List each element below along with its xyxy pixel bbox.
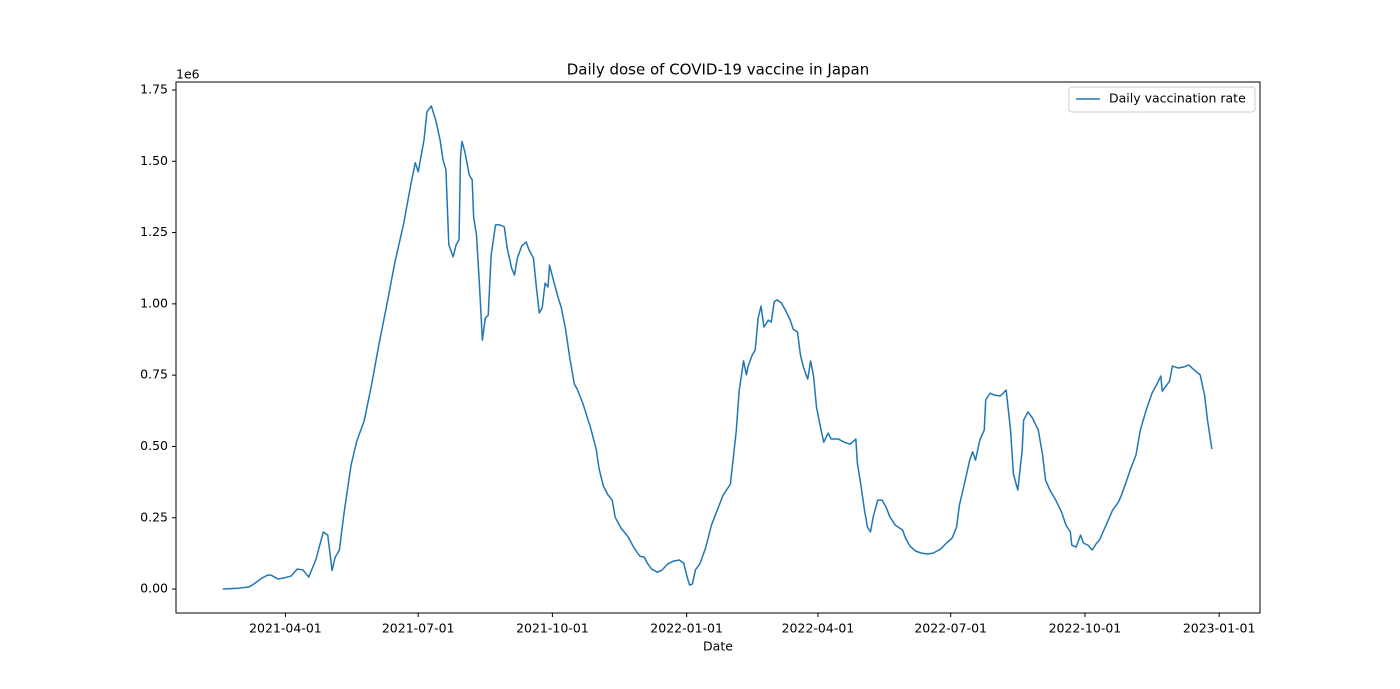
data-line xyxy=(222,105,1213,590)
x-tick-label: 2022-04-01 xyxy=(782,621,855,636)
x-tick-label: 2022-01-01 xyxy=(650,621,723,636)
y-tick-label: 0.50 xyxy=(140,438,168,453)
x-axis-label: Date xyxy=(703,639,733,654)
y-tick-label: 1.00 xyxy=(140,295,168,310)
legend-label: Daily vaccination rate xyxy=(1109,91,1246,106)
plot-frame xyxy=(175,81,1261,614)
y-tick-label: 1.25 xyxy=(140,224,168,239)
y-tick-label: 0.25 xyxy=(140,509,168,524)
x-tick-label: 2023-01-01 xyxy=(1183,621,1256,636)
chart-title: Daily dose of COVID-19 vaccine in Japan xyxy=(567,61,870,79)
y-tick-label: 0.75 xyxy=(140,367,168,382)
x-tick-label: 2021-10-01 xyxy=(516,621,589,636)
x-tick-label: 2022-07-01 xyxy=(914,621,987,636)
x-tick-label: 2022-10-01 xyxy=(1049,621,1122,636)
legend-box xyxy=(1068,86,1256,113)
y-offset-label: 1e6 xyxy=(176,67,200,82)
y-tick-label: 1.50 xyxy=(140,153,168,168)
y-tick-label: 0.00 xyxy=(140,581,168,596)
y-tick-label: 1.75 xyxy=(140,81,168,96)
x-tick-label: 2021-07-01 xyxy=(382,621,455,636)
x-tick-label: 2021-04-01 xyxy=(249,621,322,636)
